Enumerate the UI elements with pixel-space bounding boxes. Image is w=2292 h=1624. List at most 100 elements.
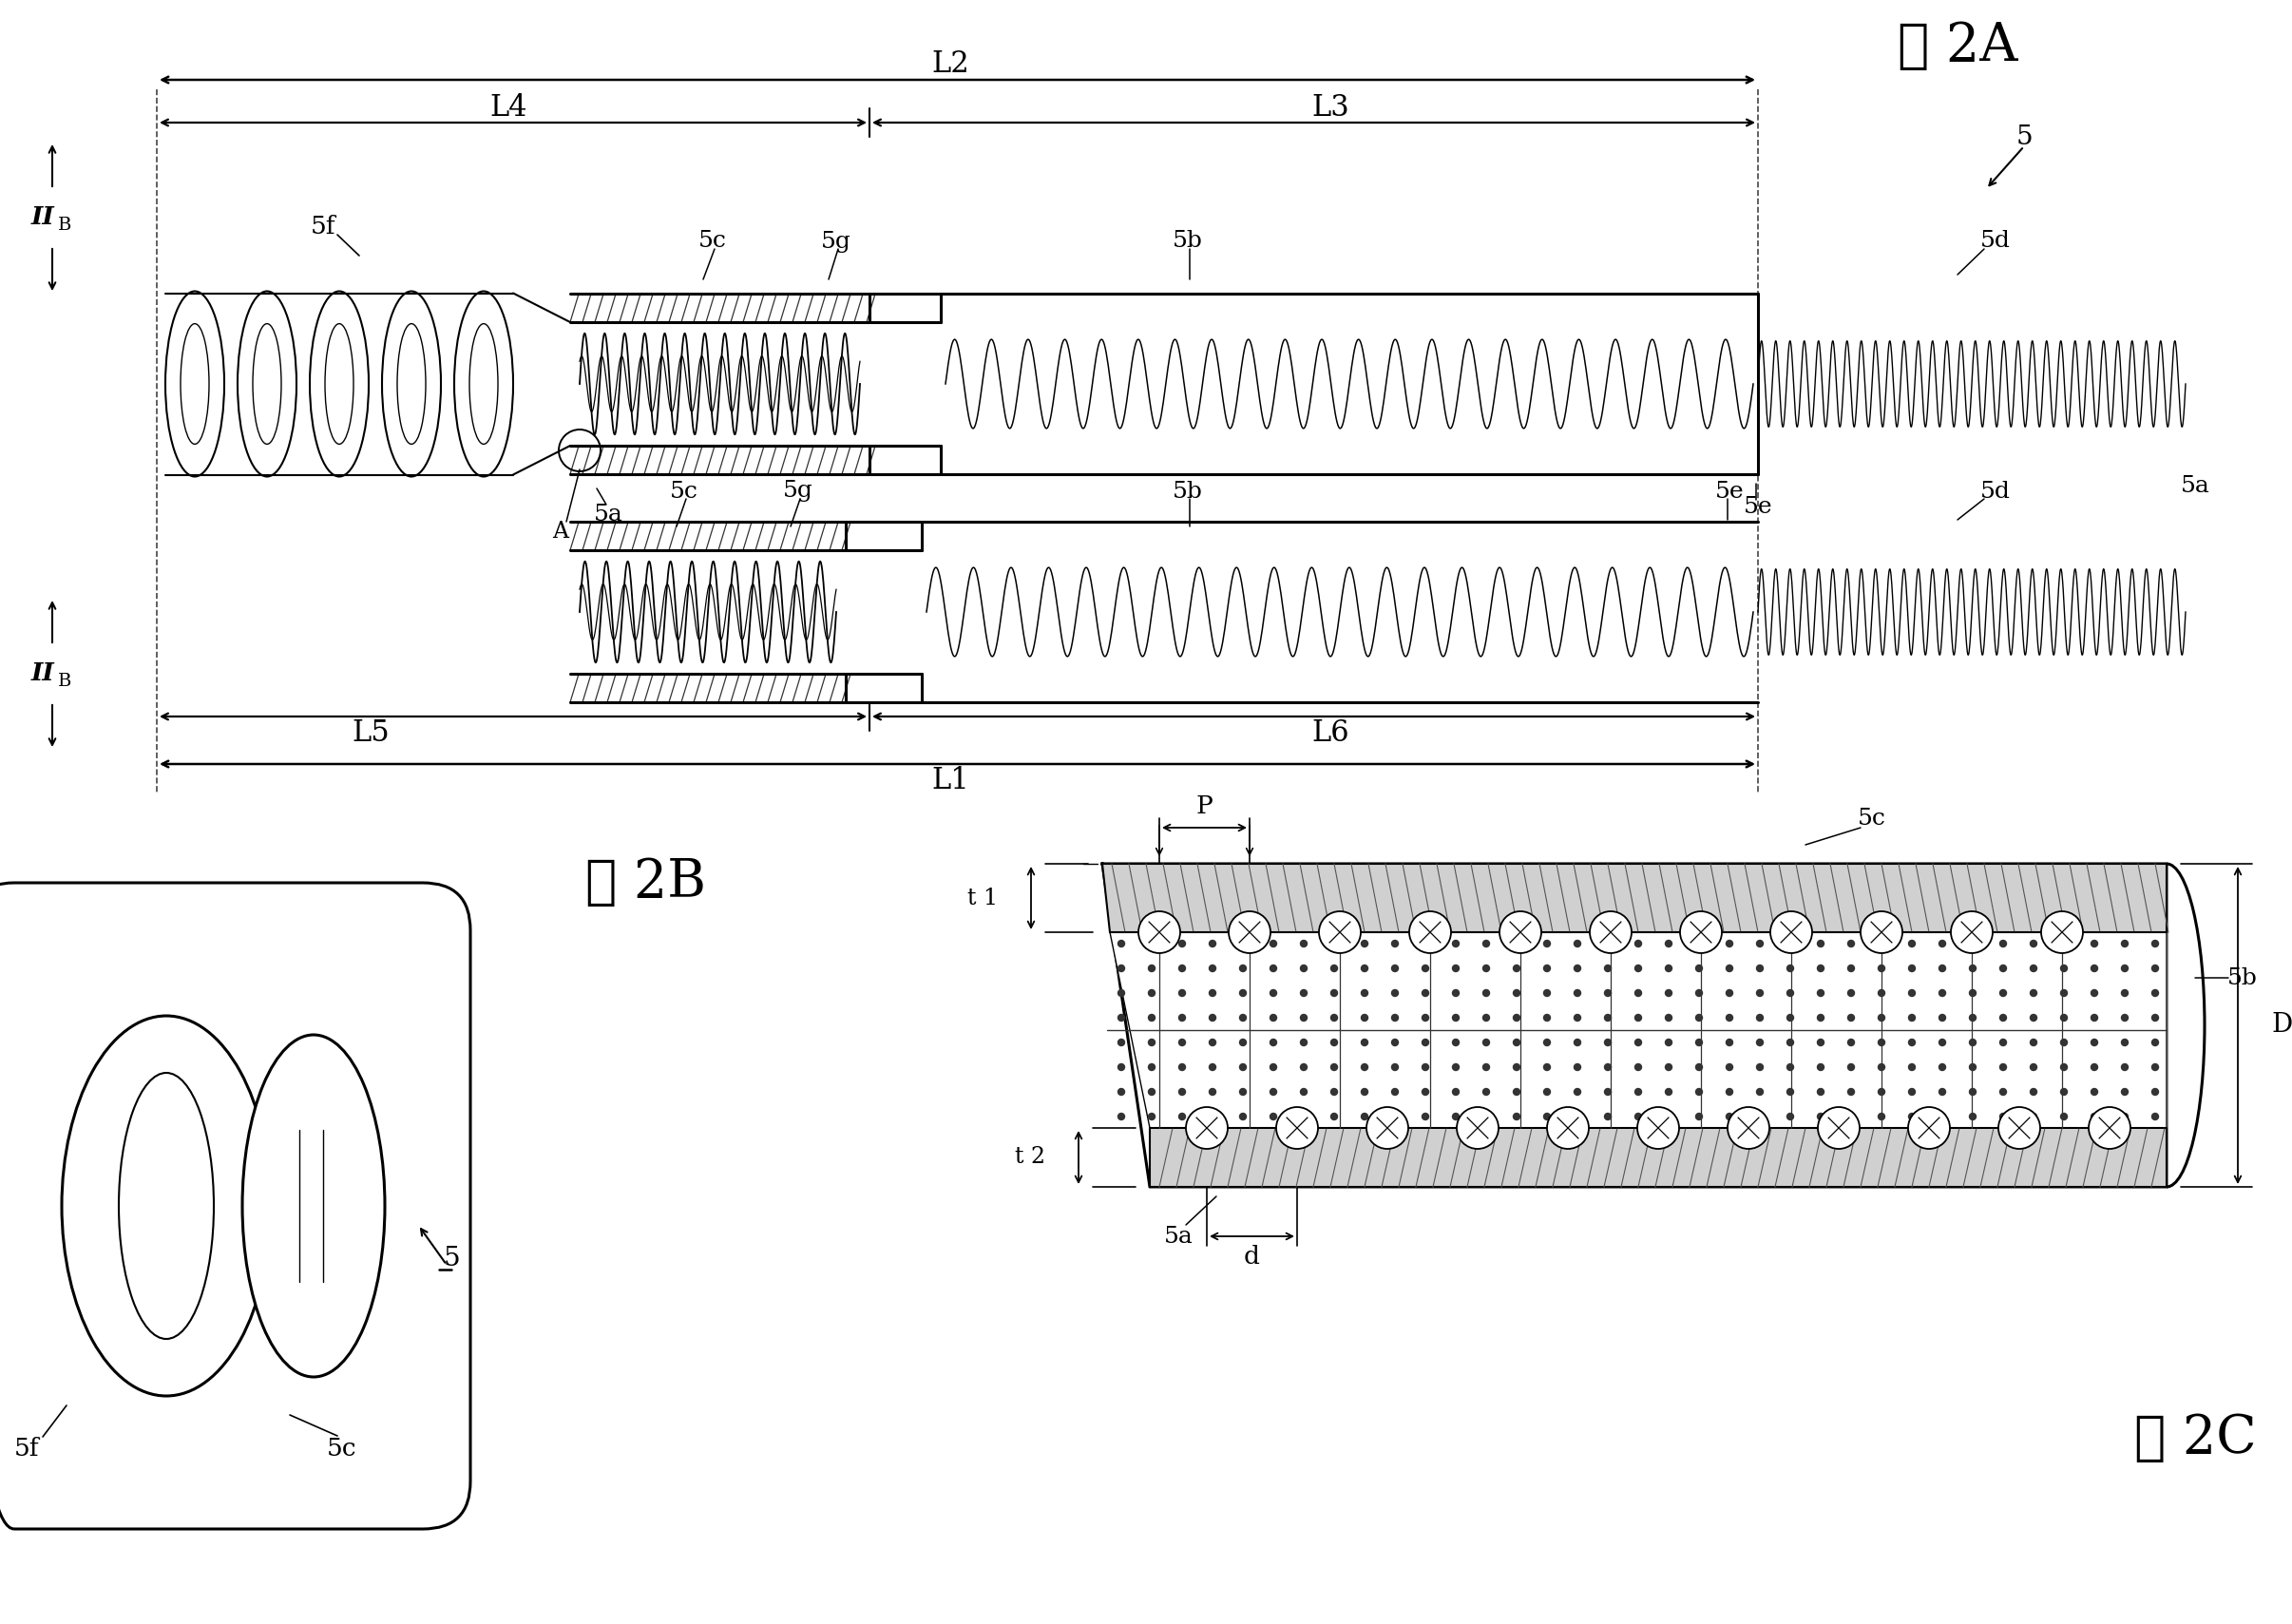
- Circle shape: [1391, 1088, 1398, 1095]
- Circle shape: [1788, 1039, 1795, 1046]
- Circle shape: [1483, 1088, 1490, 1095]
- Circle shape: [1666, 940, 1671, 947]
- Circle shape: [2042, 911, 2083, 953]
- Text: 5b: 5b: [1174, 481, 1203, 502]
- Circle shape: [1696, 1064, 1703, 1070]
- Circle shape: [1391, 989, 1398, 997]
- Circle shape: [1545, 965, 1549, 971]
- Circle shape: [1726, 1064, 1733, 1070]
- Circle shape: [1545, 1088, 1549, 1095]
- Circle shape: [2152, 940, 2159, 947]
- Circle shape: [1591, 911, 1632, 953]
- Text: 图 2B: 图 2B: [587, 857, 706, 909]
- Circle shape: [1453, 1015, 1460, 1021]
- Circle shape: [1453, 965, 1460, 971]
- Circle shape: [1604, 940, 1611, 947]
- Circle shape: [2090, 1064, 2097, 1070]
- Text: P: P: [1196, 794, 1212, 818]
- Circle shape: [1756, 940, 1763, 947]
- Circle shape: [1421, 1064, 1428, 1070]
- Circle shape: [2090, 1112, 2097, 1121]
- Circle shape: [1818, 1015, 1824, 1021]
- Circle shape: [1210, 1064, 1215, 1070]
- Circle shape: [1391, 1112, 1398, 1121]
- Circle shape: [1818, 989, 1824, 997]
- Circle shape: [1634, 989, 1641, 997]
- Circle shape: [1939, 1039, 1946, 1046]
- Circle shape: [2152, 1112, 2159, 1121]
- Text: L1: L1: [931, 765, 970, 794]
- Circle shape: [1210, 965, 1215, 971]
- Circle shape: [1240, 965, 1247, 971]
- Circle shape: [1391, 1015, 1398, 1021]
- Circle shape: [1847, 1015, 1854, 1021]
- Text: 5a: 5a: [2180, 474, 2209, 497]
- Circle shape: [1178, 1088, 1185, 1095]
- Circle shape: [1483, 989, 1490, 997]
- Circle shape: [1178, 1112, 1185, 1121]
- Circle shape: [1499, 911, 1540, 953]
- Circle shape: [1969, 1088, 1976, 1095]
- Circle shape: [2001, 940, 2006, 947]
- Circle shape: [1877, 989, 1884, 997]
- Circle shape: [1332, 1064, 1339, 1070]
- Circle shape: [1634, 1088, 1641, 1095]
- Circle shape: [1575, 940, 1581, 947]
- Circle shape: [1483, 1112, 1490, 1121]
- Circle shape: [1361, 1112, 1368, 1121]
- Circle shape: [1909, 989, 1916, 997]
- Circle shape: [1909, 1039, 1916, 1046]
- Circle shape: [1726, 1112, 1733, 1121]
- Circle shape: [1453, 1064, 1460, 1070]
- Circle shape: [1666, 1088, 1671, 1095]
- Circle shape: [1421, 989, 1428, 997]
- Circle shape: [1939, 965, 1946, 971]
- Circle shape: [1178, 1015, 1185, 1021]
- Circle shape: [1361, 1015, 1368, 1021]
- Circle shape: [1240, 989, 1247, 997]
- Circle shape: [1728, 1108, 1769, 1148]
- Circle shape: [1818, 1039, 1824, 1046]
- Circle shape: [2152, 1088, 2159, 1095]
- Circle shape: [1909, 1108, 1950, 1148]
- Circle shape: [1726, 965, 1733, 971]
- Circle shape: [1270, 989, 1277, 997]
- Circle shape: [1877, 1039, 1884, 1046]
- Circle shape: [1453, 1039, 1460, 1046]
- Circle shape: [1545, 989, 1549, 997]
- Text: 图 2C: 图 2C: [2134, 1413, 2255, 1465]
- Text: 5b: 5b: [1174, 231, 1203, 252]
- Circle shape: [1513, 1112, 1520, 1121]
- Circle shape: [1969, 965, 1976, 971]
- Circle shape: [1604, 1039, 1611, 1046]
- Circle shape: [1178, 989, 1185, 997]
- Circle shape: [1634, 1015, 1641, 1021]
- Circle shape: [1877, 1112, 1884, 1121]
- Circle shape: [1788, 1064, 1795, 1070]
- Circle shape: [2152, 965, 2159, 971]
- Circle shape: [1696, 989, 1703, 997]
- Text: 5c: 5c: [669, 481, 699, 502]
- Circle shape: [2001, 989, 2006, 997]
- Circle shape: [1666, 989, 1671, 997]
- Circle shape: [1513, 940, 1520, 947]
- Polygon shape: [1109, 932, 2166, 1129]
- Circle shape: [2001, 1039, 2006, 1046]
- Text: 5b: 5b: [2228, 966, 2258, 989]
- Circle shape: [1575, 1112, 1581, 1121]
- Circle shape: [1210, 1112, 1215, 1121]
- Text: 5: 5: [2015, 123, 2033, 149]
- Circle shape: [1300, 1112, 1306, 1121]
- Circle shape: [1909, 1112, 1916, 1121]
- Circle shape: [1950, 911, 1992, 953]
- Circle shape: [1118, 1088, 1125, 1095]
- Circle shape: [1513, 965, 1520, 971]
- Circle shape: [1634, 1112, 1641, 1121]
- Circle shape: [1240, 1015, 1247, 1021]
- Text: 5f: 5f: [14, 1436, 39, 1460]
- Circle shape: [1877, 1015, 1884, 1021]
- Circle shape: [1818, 1108, 1859, 1148]
- Circle shape: [2061, 1088, 2067, 1095]
- Circle shape: [1847, 940, 1854, 947]
- Circle shape: [1847, 1088, 1854, 1095]
